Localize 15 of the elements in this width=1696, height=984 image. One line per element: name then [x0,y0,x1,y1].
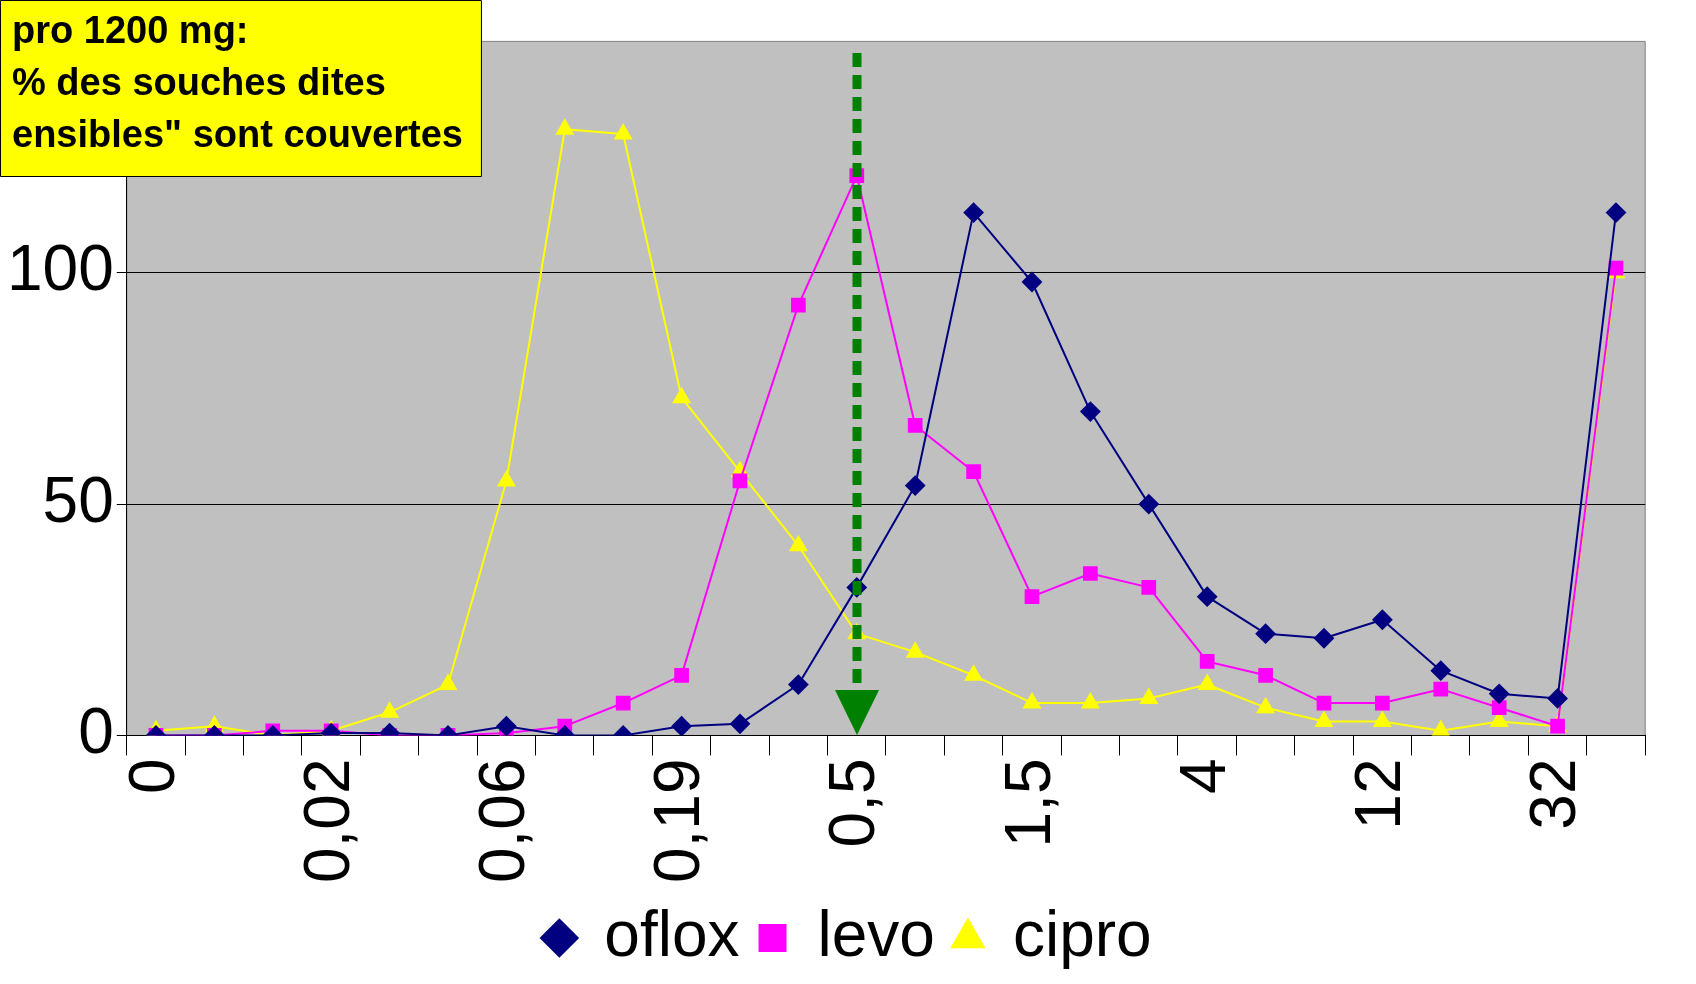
x-tick-label: 0,5 [816,758,889,848]
x-tick-label: 0,06 [466,758,539,883]
x-tick-label: 32 [1517,758,1590,830]
legend-label: levo [817,897,935,970]
x-tick-label: 0 [115,758,188,795]
legend-label: oflox [604,897,740,970]
x-tick-label: 4 [1166,758,1239,795]
x-tick-label: 1,5 [991,758,1064,848]
annotation: pro 1200 mg: % des souches dites ensibles" sont couvertes [12,9,463,156]
y-tick-label: 50 [42,463,114,536]
x-tick-label: 0,02 [290,758,363,883]
x-tick-label: 0,19 [641,758,714,883]
y-tick-label: 100 [7,232,114,305]
legend-label: cipro [1012,897,1152,970]
x-tick-label: 12 [1342,758,1415,830]
